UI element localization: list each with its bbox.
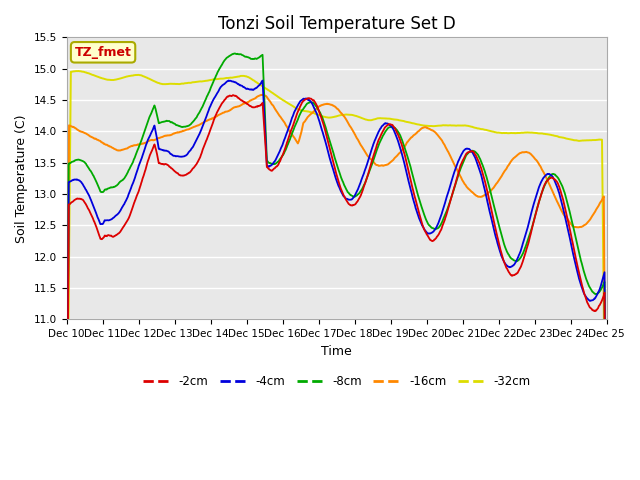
Title: Tonzi Soil Temperature Set D: Tonzi Soil Temperature Set D [218, 15, 456, 33]
X-axis label: Time: Time [321, 345, 352, 358]
Legend: -2cm, -4cm, -8cm, -16cm, -32cm: -2cm, -4cm, -8cm, -16cm, -32cm [138, 370, 535, 393]
Y-axis label: Soil Temperature (C): Soil Temperature (C) [15, 114, 28, 242]
Text: TZ_fmet: TZ_fmet [75, 46, 131, 59]
